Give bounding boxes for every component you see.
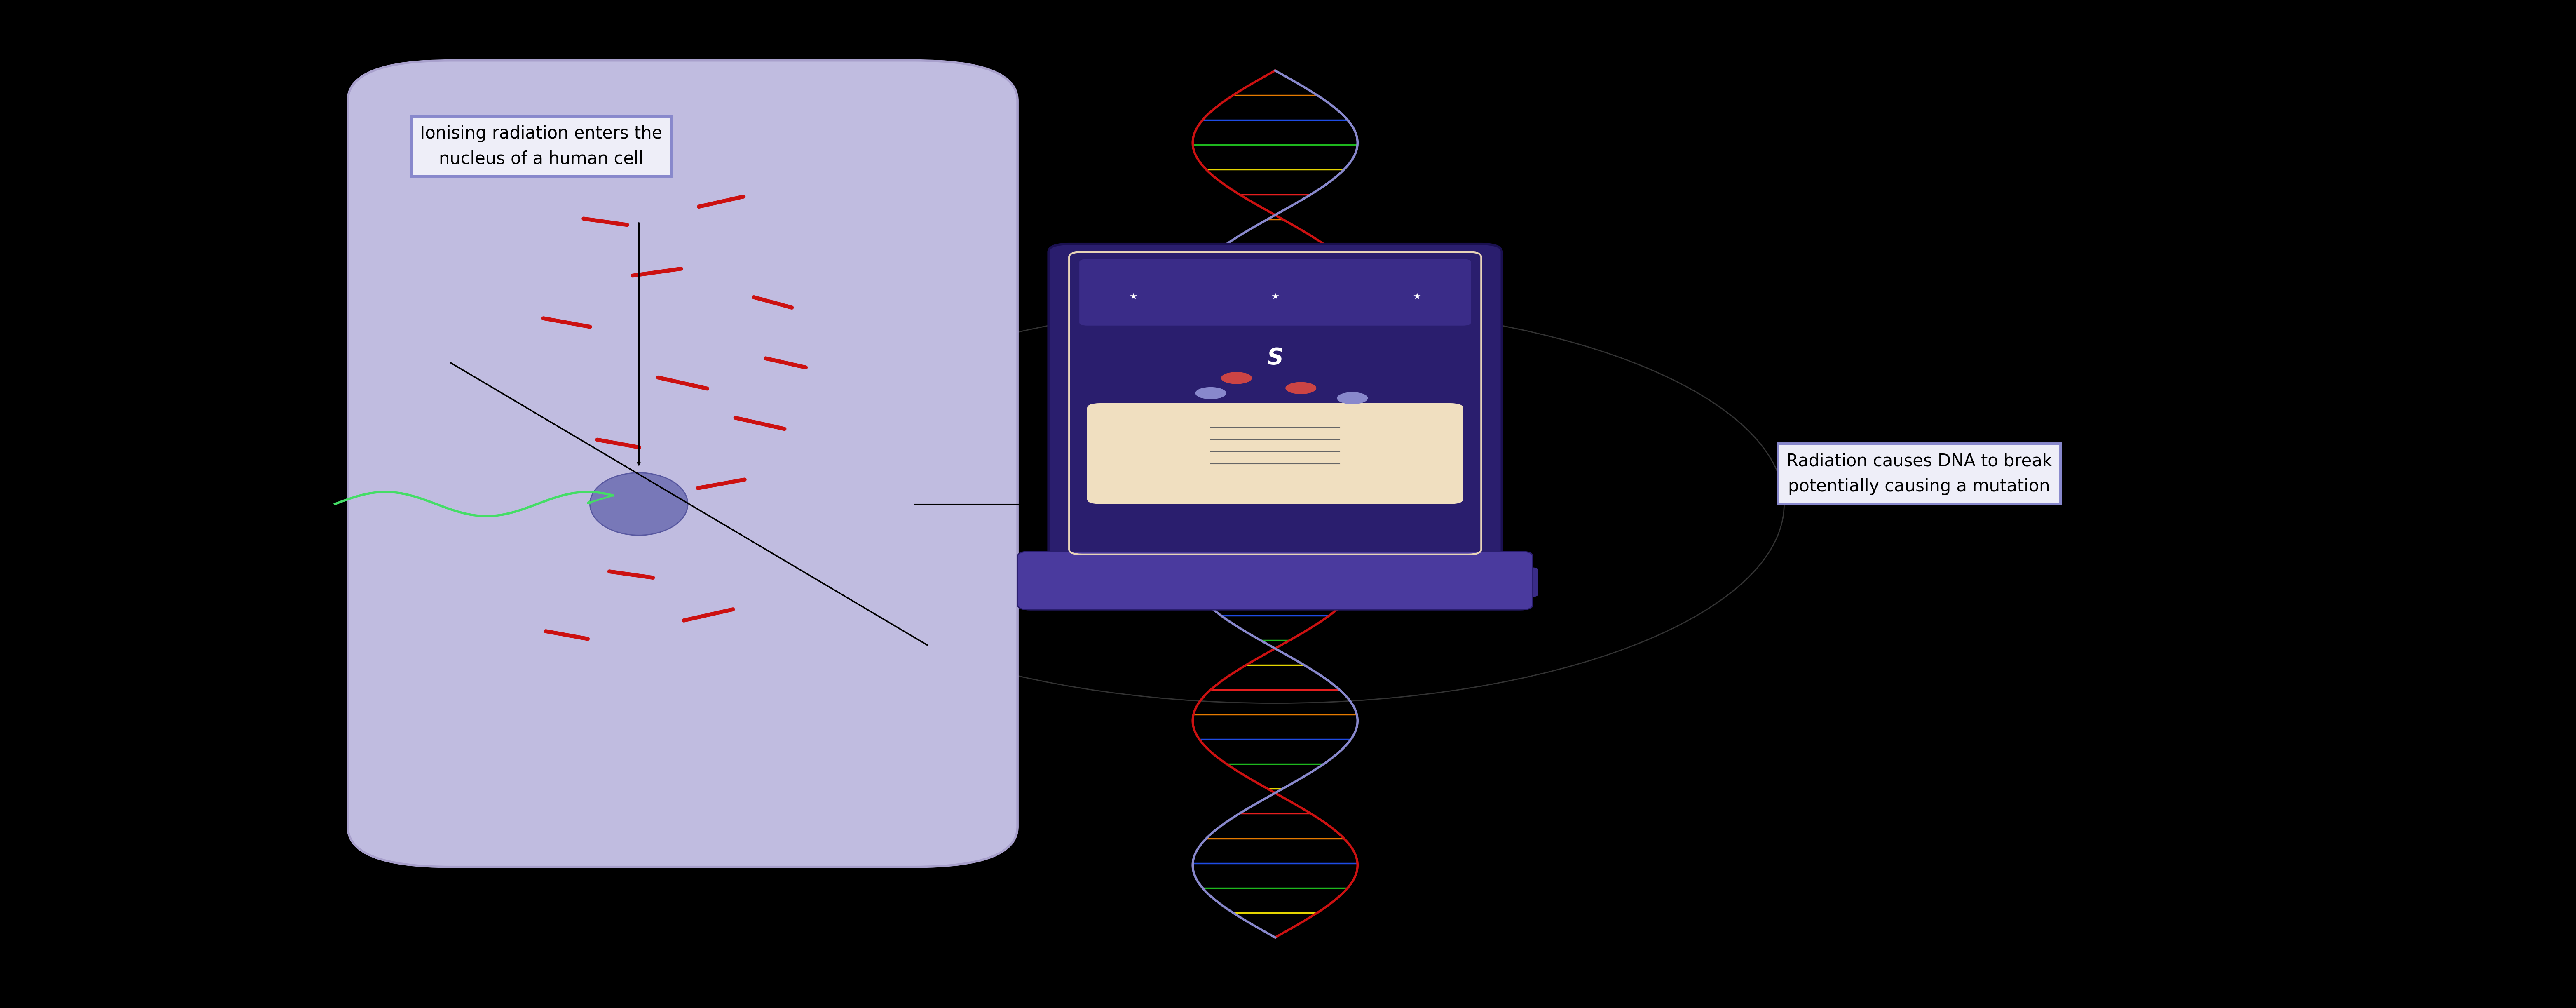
FancyBboxPatch shape — [1048, 244, 1502, 562]
Text: ★: ★ — [1270, 293, 1280, 301]
FancyBboxPatch shape — [1489, 568, 1538, 597]
Text: Radiation causes DNA to break
potentially causing a mutation: Radiation causes DNA to break potentiall… — [1785, 453, 2053, 495]
Ellipse shape — [590, 473, 688, 535]
Text: ★: ★ — [1128, 293, 1139, 301]
FancyBboxPatch shape — [348, 60, 1018, 867]
Circle shape — [1195, 387, 1226, 399]
FancyBboxPatch shape — [1087, 403, 1463, 504]
FancyBboxPatch shape — [1018, 551, 1533, 610]
Circle shape — [1337, 392, 1368, 404]
FancyBboxPatch shape — [1079, 259, 1471, 326]
Text: Ionising radiation enters the
nucleus of a human cell: Ionising radiation enters the nucleus of… — [420, 125, 662, 167]
Text: ★: ★ — [1412, 293, 1422, 301]
Circle shape — [1221, 372, 1252, 384]
Text: S: S — [1267, 347, 1283, 369]
FancyBboxPatch shape — [1025, 568, 1074, 597]
Circle shape — [1285, 382, 1316, 394]
